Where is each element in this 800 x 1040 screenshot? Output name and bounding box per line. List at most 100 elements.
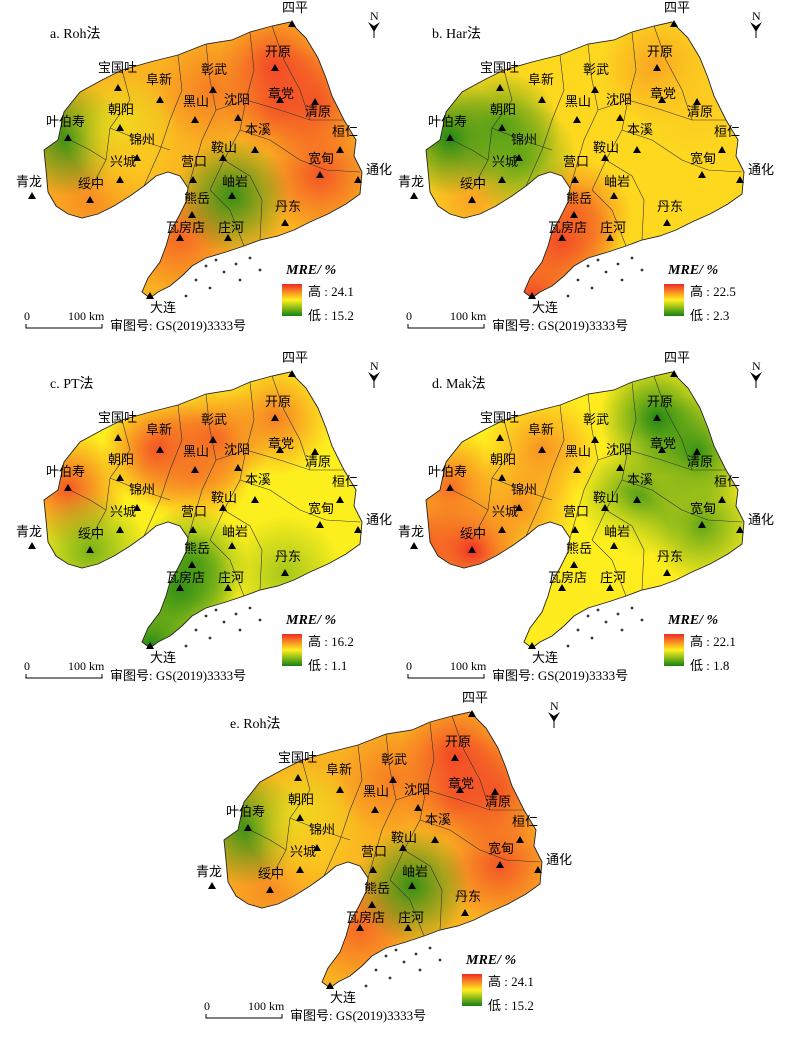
- county-boundary: [323, 744, 363, 877]
- station-label: 庄河: [600, 570, 626, 585]
- island: [384, 954, 388, 958]
- county-boundary: [269, 759, 311, 881]
- north-label: N: [370, 359, 379, 373]
- station-marker-icon: [414, 804, 422, 811]
- station-marker-icon: [718, 496, 726, 503]
- station-marker-icon: [558, 584, 566, 591]
- station-label: 沈阳: [224, 442, 250, 457]
- county-boundary: [209, 381, 255, 541]
- station-marker-icon: [336, 496, 344, 503]
- scale-distance: 100 km: [68, 309, 105, 323]
- station-marker-icon: [326, 982, 334, 989]
- station-marker-icon: [189, 176, 197, 183]
- island: [214, 258, 218, 262]
- station: 鞍山: [211, 490, 237, 511]
- station-marker-icon: [336, 786, 344, 793]
- station: 宝国吐: [480, 60, 519, 91]
- station-marker-icon: [446, 484, 454, 491]
- station: 阜新: [326, 762, 352, 793]
- station-label: 四平: [462, 690, 488, 705]
- station-marker-icon: [294, 774, 302, 781]
- county-boundary: [215, 99, 344, 121]
- station-label: 岫岩: [222, 174, 248, 189]
- scale-bar: 0 100 km: [406, 659, 487, 679]
- station-marker-icon: [276, 96, 284, 103]
- station-label: 桓仁: [332, 474, 358, 489]
- station-label: 四平: [664, 350, 690, 365]
- station: 叶伯寿: [46, 114, 85, 141]
- island: [248, 256, 252, 260]
- station-marker-icon: [658, 446, 666, 453]
- station: 沈阳: [606, 442, 632, 471]
- county-boundary: [605, 509, 645, 591]
- station-marker-icon: [528, 292, 536, 299]
- station-label: 朝阳: [490, 452, 516, 467]
- station-label: 沈阳: [606, 92, 632, 107]
- station-marker-icon: [146, 292, 154, 299]
- station: 彰武: [381, 752, 407, 783]
- station-marker-icon: [498, 124, 506, 131]
- station-marker-icon: [570, 211, 578, 218]
- station: 营口: [563, 504, 589, 533]
- station-label: 熊岳: [364, 881, 390, 896]
- station-label: 鞍山: [593, 140, 619, 155]
- station: 四平: [664, 350, 690, 377]
- station-marker-icon: [571, 526, 579, 533]
- station-marker-icon: [116, 526, 124, 533]
- station-label: 营口: [181, 154, 207, 169]
- station: 开原: [647, 44, 673, 71]
- station-label: 本溪: [245, 122, 271, 137]
- station-marker-icon: [133, 154, 141, 161]
- station-label: 朝阳: [108, 452, 134, 467]
- station-marker-icon: [156, 446, 164, 453]
- station: 庄河: [600, 570, 626, 591]
- station-label: 桓仁: [332, 124, 358, 139]
- station: 熊岳: [184, 541, 210, 568]
- station: 通化: [354, 512, 392, 533]
- island: [394, 948, 398, 952]
- county-boundary: [621, 129, 743, 173]
- station: 章党: [448, 776, 474, 793]
- station: 丹东: [275, 199, 301, 226]
- station: 锦州: [129, 482, 155, 511]
- station: 绥中: [78, 526, 104, 553]
- station-label: 通化: [546, 852, 572, 867]
- station-marker-icon: [515, 504, 523, 511]
- station-label: 青龙: [196, 864, 222, 879]
- station-marker-icon: [354, 176, 362, 183]
- station-marker-icon: [591, 86, 599, 93]
- station: 熊岳: [364, 881, 390, 908]
- station-label: 桓仁: [512, 814, 538, 829]
- station-label: 四平: [282, 350, 308, 365]
- station-label: 庄河: [600, 220, 626, 235]
- station: 绥中: [460, 176, 486, 203]
- station: 桓仁: [512, 814, 538, 843]
- county-boundary: [209, 539, 245, 597]
- island: [204, 264, 208, 268]
- station-label: 开原: [647, 44, 673, 59]
- station-marker-icon: [498, 474, 506, 481]
- station: 沈阳: [606, 92, 632, 121]
- scale-zero: 0: [24, 309, 30, 323]
- county-boundary: [451, 489, 489, 511]
- station-marker-icon: [156, 96, 164, 103]
- station-label: 四平: [664, 0, 690, 15]
- county-boundary: [471, 69, 513, 191]
- legend-high: 高 : 16.2: [308, 634, 354, 649]
- station-label: 鞍山: [211, 140, 237, 155]
- scale-bar: 0 100 km: [204, 999, 285, 1019]
- station-marker-icon: [133, 504, 141, 511]
- station-marker-icon: [28, 192, 36, 199]
- station-label: 瓦房店: [166, 220, 205, 235]
- interpolated-surface: [44, 372, 362, 648]
- station: 丹东: [657, 199, 683, 226]
- station-label: 宽甸: [690, 151, 716, 166]
- station-label: 开原: [647, 394, 673, 409]
- station: 青龙: [196, 864, 222, 889]
- station: 庄河: [218, 570, 244, 591]
- station-marker-icon: [64, 134, 72, 141]
- station: 庄河: [218, 220, 244, 241]
- station-label: 宝国吐: [480, 60, 519, 75]
- island: [214, 608, 218, 612]
- legend-high: 高 : 22.1: [690, 634, 736, 649]
